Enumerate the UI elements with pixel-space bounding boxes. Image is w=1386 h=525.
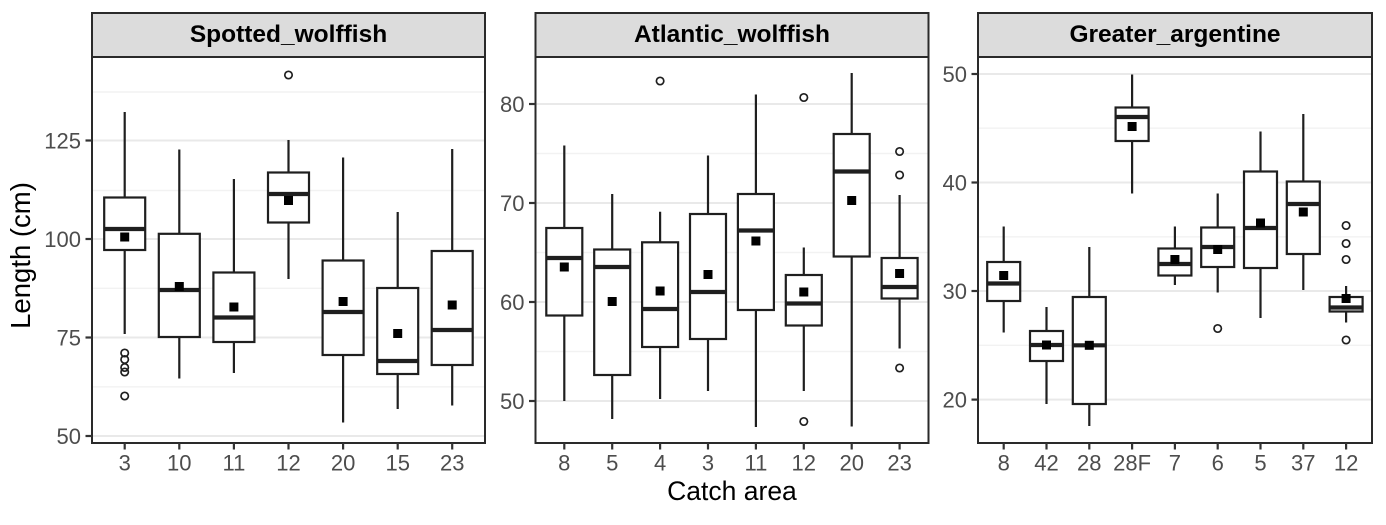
svg-text:Atlantic_wolffish: Atlantic_wolffish [634,21,830,48]
svg-text:60: 60 [500,290,524,315]
svg-text:23: 23 [440,451,464,476]
svg-text:Catch area: Catch area [667,476,797,506]
svg-text:50: 50 [500,389,524,414]
svg-text:80: 80 [500,92,524,117]
svg-text:5: 5 [606,451,618,476]
svg-text:Length (cm): Length (cm) [5,182,36,329]
svg-text:40: 40 [943,170,967,195]
svg-text:70: 70 [500,191,524,216]
svg-text:20: 20 [331,451,355,476]
svg-text:42: 42 [1034,451,1058,476]
svg-text:8: 8 [558,451,570,476]
svg-text:Greater_argentine: Greater_argentine [1069,21,1280,48]
svg-text:125: 125 [44,128,81,153]
svg-text:20: 20 [839,451,863,476]
svg-text:11: 11 [744,451,767,476]
svg-text:15: 15 [385,451,409,476]
svg-text:Spotted_wolffish: Spotted_wolffish [190,21,387,48]
svg-text:7: 7 [1169,451,1181,476]
svg-text:12: 12 [276,451,300,476]
svg-text:100: 100 [44,227,81,252]
svg-text:4: 4 [654,451,666,476]
svg-text:37: 37 [1291,451,1315,476]
svg-text:8: 8 [998,451,1010,476]
svg-text:20: 20 [943,387,967,412]
svg-text:23: 23 [887,451,911,476]
svg-text:50: 50 [57,424,81,449]
svg-text:10: 10 [167,451,191,476]
svg-text:3: 3 [119,451,131,476]
svg-text:28F: 28F [1113,451,1151,476]
svg-text:30: 30 [943,279,967,304]
svg-text:50: 50 [943,62,967,87]
svg-text:12: 12 [1334,451,1358,476]
svg-text:5: 5 [1254,451,1266,476]
svg-text:6: 6 [1212,451,1224,476]
svg-text:75: 75 [57,325,81,350]
svg-text:28: 28 [1077,451,1101,476]
svg-text:12: 12 [792,451,816,476]
svg-text:3: 3 [702,451,714,476]
svg-text:11: 11 [222,451,245,476]
